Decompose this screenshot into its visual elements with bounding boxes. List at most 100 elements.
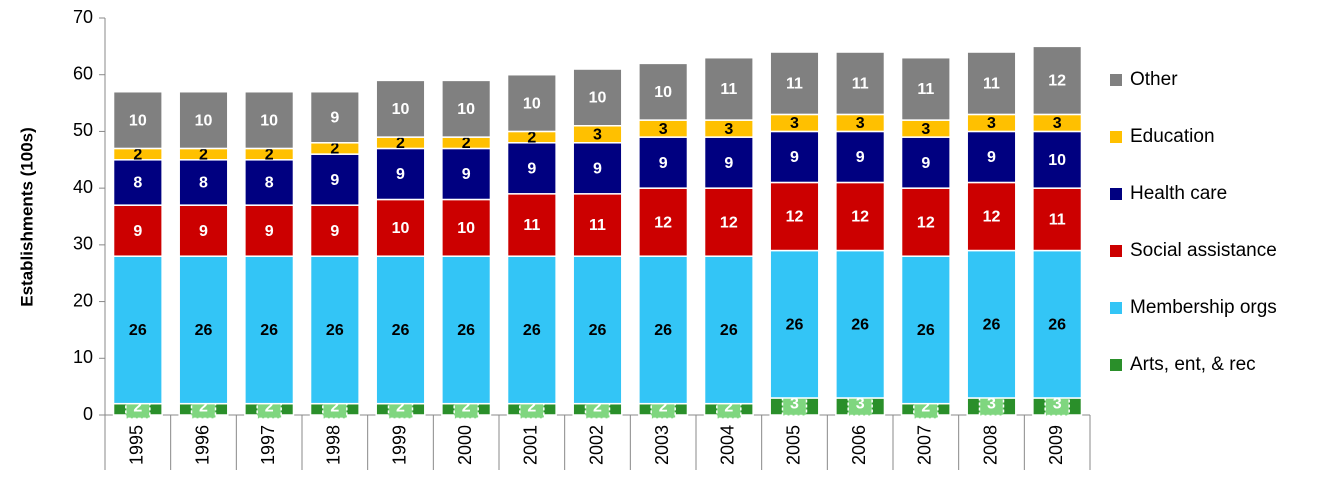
data-label: 2 bbox=[527, 129, 536, 146]
data-label: 2 bbox=[396, 399, 405, 416]
legend-label: Arts, ent, & rec bbox=[1130, 354, 1256, 375]
bar-segment bbox=[178, 159, 229, 206]
legend-label: Membership orgs bbox=[1130, 297, 1277, 318]
x-tick-label: 1999 bbox=[389, 425, 409, 465]
bar-segment bbox=[112, 90, 163, 150]
data-label: 9 bbox=[987, 149, 996, 166]
data-label: 3 bbox=[856, 396, 865, 413]
data-label: 26 bbox=[457, 322, 475, 339]
data-label: 2 bbox=[265, 399, 274, 416]
data-label: 3 bbox=[790, 115, 799, 132]
bar-segment bbox=[112, 159, 163, 206]
x-tick-label: 1997 bbox=[258, 425, 278, 465]
data-label: 10 bbox=[392, 220, 410, 237]
data-label: 11 bbox=[523, 217, 540, 234]
data-label: 3 bbox=[856, 115, 865, 132]
bar-segment bbox=[244, 204, 295, 257]
data-label: 11 bbox=[983, 75, 1000, 92]
bar-segment bbox=[835, 181, 886, 252]
data-label: 26 bbox=[523, 322, 541, 339]
data-label: 2 bbox=[396, 135, 405, 152]
bar-segment bbox=[966, 51, 1017, 116]
data-label: 10 bbox=[195, 112, 213, 129]
data-label: 26 bbox=[786, 316, 804, 333]
legend-swatch bbox=[1110, 245, 1122, 257]
data-label: 2 bbox=[133, 399, 142, 416]
y-tick-label: 0 bbox=[83, 404, 93, 424]
data-label: 26 bbox=[983, 316, 1001, 333]
data-label: 11 bbox=[917, 81, 934, 98]
data-label: 26 bbox=[917, 322, 935, 339]
x-tick-label: 1995 bbox=[127, 425, 147, 465]
data-label: 9 bbox=[724, 155, 733, 172]
data-label: 9 bbox=[265, 223, 274, 240]
bar-segment bbox=[769, 130, 820, 184]
data-label: 2 bbox=[921, 399, 930, 416]
data-label: 8 bbox=[199, 175, 208, 192]
x-tick-label: 2003 bbox=[652, 425, 672, 465]
data-label: 10 bbox=[523, 95, 541, 112]
x-tick-label: 1998 bbox=[324, 425, 344, 465]
data-label: 12 bbox=[917, 214, 935, 231]
data-label: 2 bbox=[330, 141, 339, 158]
x-tick-label: 2005 bbox=[783, 425, 803, 465]
bar-segment bbox=[835, 130, 886, 184]
y-tick-label: 10 bbox=[73, 347, 93, 367]
data-label: 12 bbox=[851, 209, 869, 226]
data-label: 2 bbox=[462, 399, 471, 416]
bar-segment bbox=[178, 90, 229, 150]
data-label: 26 bbox=[129, 322, 147, 339]
data-label: 11 bbox=[1049, 212, 1066, 229]
y-tick-label: 20 bbox=[73, 290, 93, 310]
data-label: 2 bbox=[199, 399, 208, 416]
x-tick-label: 2004 bbox=[718, 425, 738, 465]
data-label: 26 bbox=[1048, 316, 1066, 333]
legend-swatch bbox=[1110, 359, 1122, 371]
bar-segment bbox=[309, 90, 360, 144]
bar-segment bbox=[506, 73, 557, 133]
x-tick-label: 2009 bbox=[1046, 425, 1066, 465]
data-label: 9 bbox=[659, 155, 668, 172]
data-label: 10 bbox=[1048, 152, 1066, 169]
data-label: 26 bbox=[851, 316, 869, 333]
data-label: 9 bbox=[856, 149, 865, 166]
bar-segment bbox=[638, 62, 689, 121]
bar-segment bbox=[112, 255, 163, 405]
bar-segment bbox=[703, 56, 754, 121]
y-axis-label: Establishments (100s) bbox=[17, 127, 36, 307]
data-label: 2 bbox=[199, 146, 208, 163]
data-label: 9 bbox=[921, 155, 930, 172]
data-label: 10 bbox=[654, 84, 672, 101]
x-tick-label: 2000 bbox=[455, 425, 475, 465]
data-label: 26 bbox=[589, 322, 607, 339]
x-tick-label: 1996 bbox=[192, 425, 212, 465]
bar-segment bbox=[506, 142, 557, 195]
data-label: 12 bbox=[983, 209, 1001, 226]
data-label: 10 bbox=[129, 112, 147, 129]
data-label: 2 bbox=[462, 135, 471, 152]
bar-segment bbox=[900, 255, 951, 405]
data-label: 9 bbox=[133, 223, 142, 240]
data-label: 3 bbox=[987, 115, 996, 132]
data-label: 26 bbox=[326, 322, 344, 339]
data-label: 8 bbox=[133, 175, 142, 192]
data-label: 3 bbox=[1053, 115, 1062, 132]
bar-segment bbox=[572, 142, 623, 195]
data-label: 10 bbox=[260, 112, 278, 129]
data-label: 26 bbox=[392, 322, 410, 339]
data-label: 2 bbox=[527, 399, 536, 416]
data-label: 2 bbox=[659, 399, 668, 416]
data-label: 9 bbox=[330, 109, 339, 126]
data-label: 26 bbox=[195, 322, 213, 339]
data-label: 3 bbox=[1053, 396, 1062, 413]
legend-label: Social assistance bbox=[1130, 240, 1277, 261]
bar-segment bbox=[309, 153, 360, 206]
data-label: 8 bbox=[265, 175, 274, 192]
bar-segment bbox=[309, 204, 360, 257]
legend-label: Education bbox=[1130, 126, 1215, 147]
data-label: 2 bbox=[593, 399, 602, 416]
data-label: 2 bbox=[133, 146, 142, 163]
data-label: 11 bbox=[786, 75, 803, 92]
bar-segment bbox=[966, 130, 1017, 184]
